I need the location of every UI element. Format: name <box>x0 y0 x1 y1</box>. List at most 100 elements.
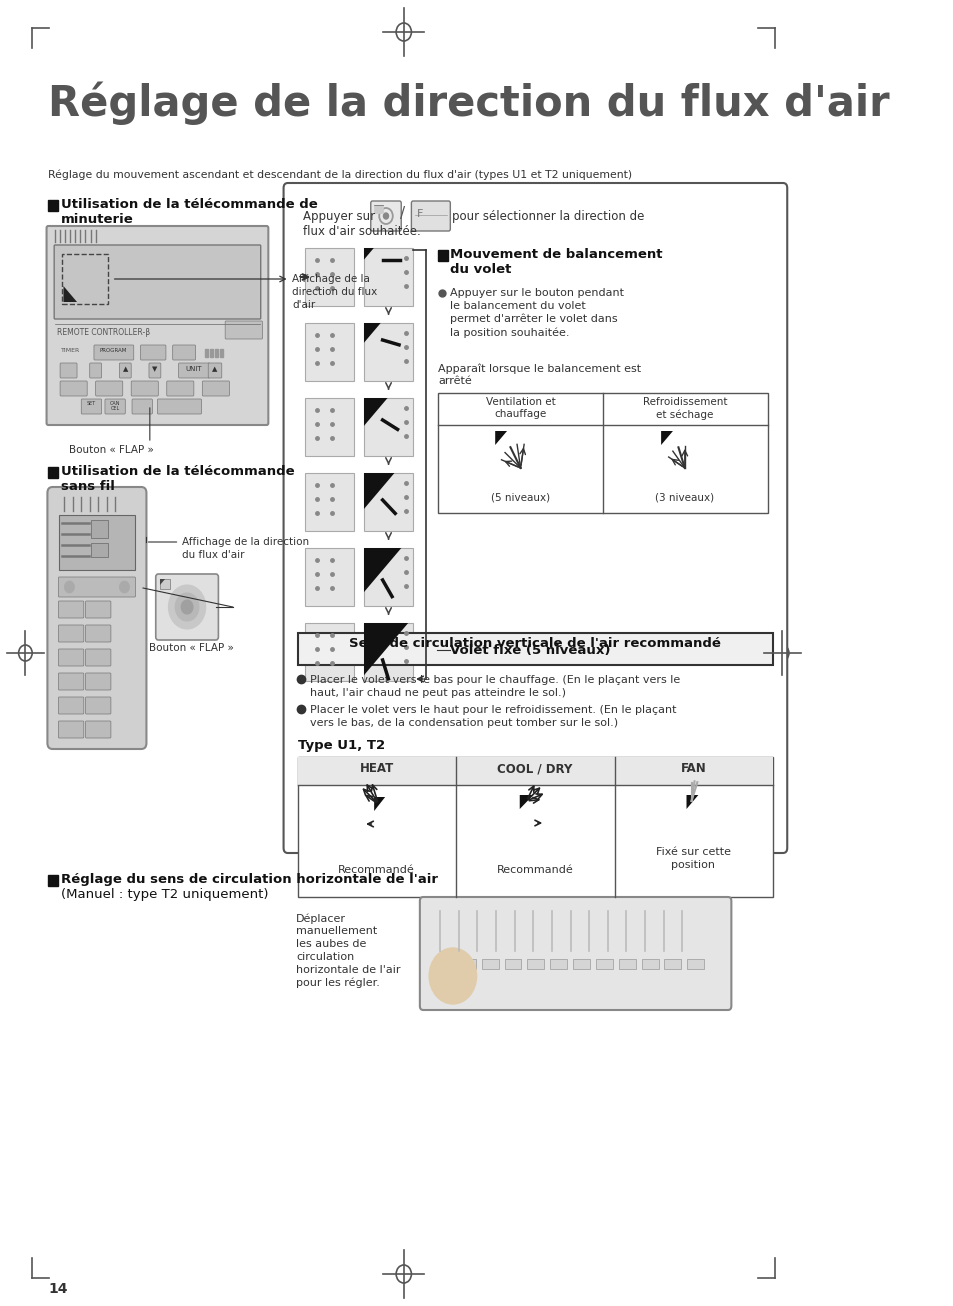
Text: le balancement du volet: le balancement du volet <box>450 300 585 311</box>
Text: UNIT: UNIT <box>185 366 202 372</box>
Bar <box>62 253 109 304</box>
Text: ▲: ▲ <box>213 366 217 372</box>
Bar <box>49 875 57 885</box>
Bar <box>504 959 521 969</box>
FancyBboxPatch shape <box>364 248 413 306</box>
Polygon shape <box>364 473 394 509</box>
FancyBboxPatch shape <box>105 400 125 414</box>
Text: la position souhaitée.: la position souhaitée. <box>450 326 569 337</box>
Bar <box>641 959 658 969</box>
Text: Placer le volet vers le haut pour le refroidissement. (En le plaçant: Placer le volet vers le haut pour le ref… <box>310 705 676 714</box>
FancyBboxPatch shape <box>48 487 147 750</box>
Circle shape <box>175 593 199 620</box>
FancyBboxPatch shape <box>60 381 87 396</box>
Bar <box>527 959 544 969</box>
FancyBboxPatch shape <box>90 363 101 377</box>
FancyBboxPatch shape <box>364 473 413 532</box>
Text: Réglage du mouvement ascendant et descendant de la direction du flux d'air (type: Réglage du mouvement ascendant et descen… <box>49 170 632 180</box>
Bar <box>374 205 382 213</box>
Bar <box>210 349 213 357</box>
Bar <box>438 646 447 657</box>
FancyBboxPatch shape <box>304 623 354 680</box>
FancyBboxPatch shape <box>54 246 260 319</box>
Circle shape <box>64 581 74 593</box>
Bar <box>438 393 767 513</box>
Text: SET: SET <box>87 401 96 406</box>
Text: pour sélectionner la direction de: pour sélectionner la direction de <box>452 210 643 223</box>
Circle shape <box>429 948 476 1004</box>
Bar <box>160 579 170 589</box>
FancyBboxPatch shape <box>364 398 413 456</box>
FancyBboxPatch shape <box>157 400 201 414</box>
Text: Déplacer: Déplacer <box>296 913 346 923</box>
Text: Volet fixe (5 niveaux): Volet fixe (5 niveaux) <box>450 644 610 657</box>
FancyBboxPatch shape <box>202 381 229 396</box>
FancyBboxPatch shape <box>86 626 111 643</box>
Bar <box>596 959 612 969</box>
Text: TIMER: TIMER <box>61 347 80 353</box>
FancyBboxPatch shape <box>364 623 413 680</box>
Text: F: F <box>416 209 422 219</box>
Bar <box>297 757 772 897</box>
Text: Réglage de la direction du flux d'air: Réglage de la direction du flux d'air <box>49 81 889 125</box>
Polygon shape <box>364 248 374 260</box>
Bar <box>49 200 57 212</box>
Text: Affichage de la direction
du flux d'air: Affichage de la direction du flux d'air <box>182 537 309 560</box>
Text: Utilisation de la télécommande: Utilisation de la télécommande <box>61 465 294 478</box>
Text: FAN: FAN <box>679 761 705 774</box>
FancyBboxPatch shape <box>86 601 111 618</box>
Text: chauffage: chauffage <box>494 409 546 419</box>
Bar <box>618 959 635 969</box>
Text: Refroidissement: Refroidissement <box>642 397 726 407</box>
FancyBboxPatch shape <box>93 345 133 360</box>
Text: vers le bas, de la condensation peut tomber sur le sol.): vers le bas, de la condensation peut tom… <box>310 718 618 727</box>
FancyBboxPatch shape <box>95 381 123 396</box>
FancyBboxPatch shape <box>411 201 450 231</box>
Circle shape <box>383 213 388 219</box>
FancyBboxPatch shape <box>86 721 111 738</box>
Text: HEAT: HEAT <box>359 761 394 774</box>
Bar <box>550 959 566 969</box>
Text: (Manuel : type T2 uniquement): (Manuel : type T2 uniquement) <box>61 888 268 901</box>
Text: Fixé sur cette
position: Fixé sur cette position <box>655 848 730 870</box>
Text: (3 niveaux): (3 niveaux) <box>655 492 714 503</box>
Bar <box>297 633 772 665</box>
Text: Appuyer sur: Appuyer sur <box>303 210 375 223</box>
Bar <box>59 515 134 569</box>
Text: Mouvement de balancement: Mouvement de balancement <box>450 248 662 261</box>
FancyBboxPatch shape <box>58 721 84 738</box>
Text: et séchage: et séchage <box>656 409 713 419</box>
Bar <box>91 520 109 538</box>
Text: 14: 14 <box>49 1282 68 1296</box>
FancyBboxPatch shape <box>132 381 158 396</box>
Polygon shape <box>374 797 385 811</box>
Text: COOL / DRY: COOL / DRY <box>497 761 572 774</box>
Text: (5 niveaux): (5 niveaux) <box>491 492 550 503</box>
FancyBboxPatch shape <box>364 323 413 381</box>
Bar <box>91 543 109 556</box>
Text: Sens de circulation verticale de l'air recommandé: Sens de circulation verticale de l'air r… <box>349 637 720 650</box>
Text: ▲: ▲ <box>123 366 128 372</box>
FancyBboxPatch shape <box>86 697 111 714</box>
FancyBboxPatch shape <box>132 400 152 414</box>
Circle shape <box>169 585 206 629</box>
Bar <box>436 959 453 969</box>
FancyBboxPatch shape <box>86 649 111 666</box>
Text: manuellement: manuellement <box>296 926 377 936</box>
Polygon shape <box>364 398 387 426</box>
Circle shape <box>181 599 193 614</box>
Text: permet d'arrêter le volet dans: permet d'arrêter le volet dans <box>450 313 618 324</box>
FancyBboxPatch shape <box>172 345 195 360</box>
Polygon shape <box>519 795 533 808</box>
FancyBboxPatch shape <box>371 201 401 231</box>
Text: pour les régler.: pour les régler. <box>296 978 379 989</box>
Bar <box>297 757 772 785</box>
FancyBboxPatch shape <box>208 363 221 377</box>
Text: Type U1, T2: Type U1, T2 <box>297 739 385 752</box>
FancyBboxPatch shape <box>119 363 132 377</box>
FancyBboxPatch shape <box>178 363 210 377</box>
Bar <box>438 249 447 261</box>
Text: circulation: circulation <box>296 952 355 963</box>
FancyBboxPatch shape <box>167 381 193 396</box>
Text: flux d'air souhaitée.: flux d'air souhaitée. <box>303 225 420 238</box>
